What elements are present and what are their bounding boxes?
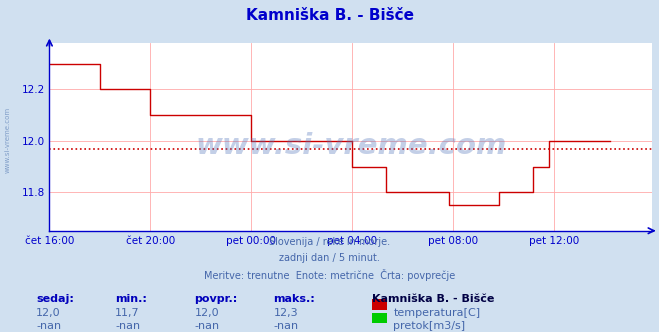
Text: zadnji dan / 5 minut.: zadnji dan / 5 minut.	[279, 253, 380, 263]
Text: maks.:: maks.:	[273, 294, 315, 304]
Text: min.:: min.:	[115, 294, 147, 304]
Text: -nan: -nan	[115, 321, 140, 331]
Text: www.si-vreme.com: www.si-vreme.com	[5, 106, 11, 173]
Text: povpr.:: povpr.:	[194, 294, 238, 304]
Text: Meritve: trenutne  Enote: metrične  Črta: povprečje: Meritve: trenutne Enote: metrične Črta: …	[204, 269, 455, 281]
Text: Slovenija / reke in morje.: Slovenija / reke in morje.	[269, 237, 390, 247]
Text: pretok[m3/s]: pretok[m3/s]	[393, 321, 465, 331]
Text: -nan: -nan	[194, 321, 219, 331]
Text: 12,0: 12,0	[194, 308, 219, 318]
Text: Kamniška B. - Bišče: Kamniška B. - Bišče	[372, 294, 495, 304]
Text: 11,7: 11,7	[115, 308, 140, 318]
Text: 12,3: 12,3	[273, 308, 298, 318]
Text: Kamniška B. - Bišče: Kamniška B. - Bišče	[246, 8, 413, 23]
Text: temperatura[C]: temperatura[C]	[393, 308, 480, 318]
Text: -nan: -nan	[273, 321, 299, 331]
Text: sedaj:: sedaj:	[36, 294, 74, 304]
Text: www.si-vreme.com: www.si-vreme.com	[195, 132, 507, 160]
Text: -nan: -nan	[36, 321, 61, 331]
Text: 12,0: 12,0	[36, 308, 61, 318]
